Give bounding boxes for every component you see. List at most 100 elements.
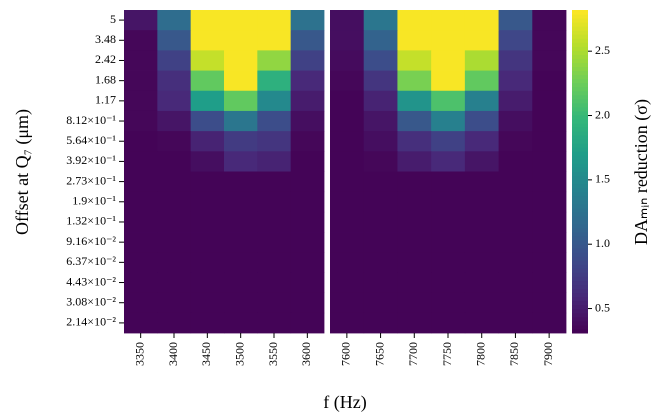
colorbar-segment — [572, 203, 588, 209]
colorbar-segment — [572, 135, 588, 140]
colorbar-segment — [572, 211, 588, 217]
heatmap-cell — [124, 151, 158, 172]
colorbar-segment — [572, 300, 588, 306]
y-tick-label: 1.32×10⁻¹ — [66, 214, 116, 228]
heatmap-cell — [363, 10, 398, 31]
heatmap-cell — [224, 90, 258, 112]
heatmap-cell — [290, 131, 325, 152]
heatmap-cell — [157, 131, 192, 152]
heatmap-cell — [124, 10, 158, 31]
heatmap-cell — [464, 131, 499, 152]
heatmap-cell — [124, 90, 158, 112]
colorbar-segment — [572, 296, 588, 302]
colorbar-segment — [572, 30, 588, 35]
heatmap-cell — [157, 252, 192, 273]
colorbar-segment — [572, 223, 588, 229]
heatmap-cell — [224, 30, 258, 51]
heatmap-cell — [224, 10, 258, 31]
heatmap-cell — [190, 171, 225, 193]
colorbar-segment — [572, 219, 588, 225]
colorbar-segment — [572, 155, 588, 160]
heatmap-cell — [431, 90, 466, 112]
x-tick-label: 3450 — [199, 342, 213, 366]
heatmap-cell — [124, 252, 158, 273]
heatmap-cell — [498, 171, 533, 193]
colorbar-segment — [572, 110, 588, 116]
heatmap-cell — [124, 110, 158, 132]
x-tick-label: 3350 — [132, 342, 146, 366]
colorbar-segment — [572, 215, 588, 221]
heatmap-cell — [397, 90, 432, 112]
colorbar-segment — [572, 244, 588, 249]
heatmap-cell — [363, 272, 398, 294]
heatmap-cell — [124, 30, 158, 51]
heatmap-cell — [532, 211, 567, 233]
heatmap-cell — [431, 312, 466, 334]
heatmap-cell — [397, 191, 432, 213]
heatmap-cell — [330, 70, 365, 92]
heatmap-cell — [224, 211, 258, 233]
x-tick-label: 7750 — [440, 342, 454, 366]
heatmap-cell — [498, 312, 533, 334]
heatmap-cell — [397, 312, 432, 334]
x-tick-label: 7700 — [406, 342, 420, 366]
colorbar-tick-label: 1.0 — [595, 236, 610, 250]
heatmap-cell — [290, 151, 325, 172]
heatmap-cell — [190, 252, 225, 273]
heatmap-cell — [464, 50, 499, 71]
heatmap-cell — [532, 90, 567, 112]
heatmap-cell — [532, 70, 567, 92]
colorbar-tick-label: 2.0 — [595, 107, 610, 121]
colorbar-segment — [572, 151, 588, 156]
x-tick-label: 7800 — [473, 342, 487, 366]
heatmap-cell — [532, 272, 567, 294]
heatmap-cell — [464, 232, 499, 253]
x-tick-label: 7650 — [372, 342, 386, 366]
heatmap-cell — [157, 70, 192, 92]
colorbar-segment — [572, 10, 588, 15]
heatmap-cell — [124, 292, 158, 314]
y-tick-label: 1.9×10⁻¹ — [72, 194, 116, 208]
heatmap-cell — [431, 232, 466, 253]
colorbar-segment — [572, 324, 588, 330]
y-axis-label: Offset at Q₇ (μm) — [12, 109, 33, 235]
heatmap-cell — [532, 232, 567, 253]
y-tick-label: 4.43×10⁻² — [66, 274, 116, 288]
heatmap-cell — [157, 151, 192, 172]
heatmap-cell — [431, 10, 466, 31]
heatmap-cell — [124, 272, 158, 294]
heatmap-cell — [290, 252, 325, 273]
colorbar-segment — [572, 90, 588, 96]
heatmap-cell — [257, 252, 292, 273]
heatmap-cell — [363, 252, 398, 273]
heatmap-cell — [431, 131, 466, 152]
heatmap-cell — [157, 272, 192, 294]
heatmap-cell — [532, 30, 567, 51]
colorbar-segment — [572, 82, 588, 88]
heatmap-cell — [157, 90, 192, 112]
heatmap-cell — [464, 10, 499, 31]
colorbar-tick-label: 1.5 — [595, 172, 610, 186]
heatmap-cell — [257, 232, 292, 253]
heatmap-cell — [498, 151, 533, 172]
x-tick-label: 7850 — [507, 342, 521, 366]
y-tick-label: 6.37×10⁻² — [66, 254, 116, 268]
heatmap-cell — [157, 312, 192, 334]
y-tick-label: 2.42 — [95, 52, 116, 66]
colorbar-segment — [572, 316, 588, 322]
heatmap-cell — [397, 232, 432, 253]
colorbar-segment — [572, 199, 588, 205]
colorbar-segment — [572, 183, 588, 189]
heatmap-cell — [157, 30, 192, 51]
heatmap-cell — [431, 272, 466, 294]
colorbar-segment — [572, 14, 588, 19]
colorbar-label: DAₘᵢₙ reduction (σ) — [631, 99, 652, 245]
heatmap-cell — [330, 232, 365, 253]
colorbar-segment — [572, 94, 588, 100]
heatmap-cell — [257, 211, 292, 233]
heatmap-cell — [363, 30, 398, 51]
heatmap-cell — [257, 272, 292, 294]
heatmap-cell — [330, 171, 365, 193]
heatmap-cell — [290, 50, 325, 71]
heatmap-cell — [190, 10, 225, 31]
